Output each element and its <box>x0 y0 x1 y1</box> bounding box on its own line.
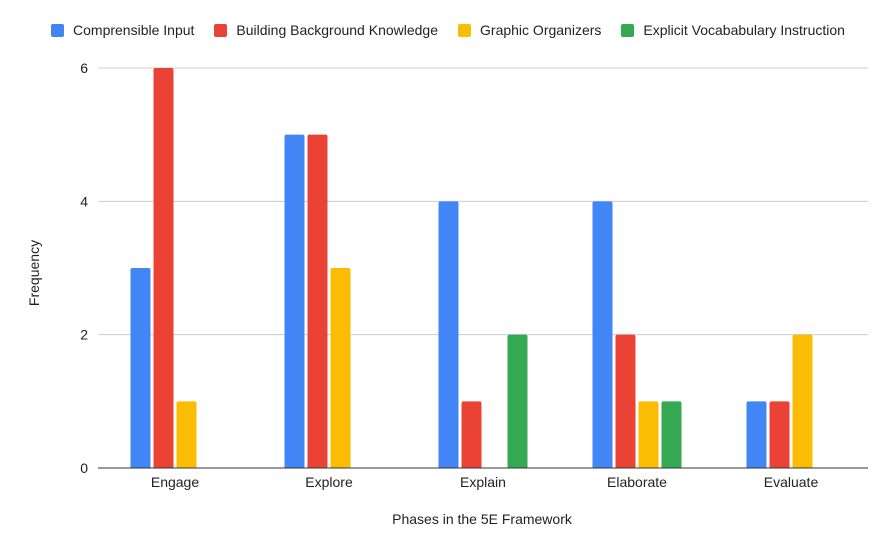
y-tick-label: 6 <box>80 60 88 76</box>
y-tick-label: 4 <box>80 193 88 209</box>
x-tick-label: Engage <box>151 474 199 490</box>
bar <box>330 268 351 468</box>
legend-item: Graphic Organizers <box>458 22 601 38</box>
legend-label: Explicit Vocababulary Instruction <box>643 22 845 38</box>
bar <box>638 401 659 468</box>
bars <box>130 68 813 469</box>
legend-swatch <box>214 23 228 37</box>
bar <box>153 68 174 468</box>
legend-label: Graphic Organizers <box>480 22 602 38</box>
bar <box>438 201 459 469</box>
legend-swatch <box>51 23 65 37</box>
y-tick-label: 0 <box>80 460 88 476</box>
bar <box>746 401 767 468</box>
bar <box>461 401 482 468</box>
legend: Comprensible Input Building Background Kn… <box>0 22 896 38</box>
x-tick-label: Elaborate <box>607 474 667 490</box>
axes: Engage Explore Explain Elaborate Evaluate <box>98 467 868 490</box>
legend-swatch <box>621 23 635 37</box>
legend-item: Comprensible Input <box>51 22 194 38</box>
bar <box>792 334 813 468</box>
legend-swatch <box>458 23 472 37</box>
bar <box>176 401 197 468</box>
legend-item: Explicit Vocababulary Instruction <box>621 22 845 38</box>
legend-item: Building Background Knowledge <box>214 22 438 38</box>
x-tick-label: Evaluate <box>764 474 819 490</box>
bar <box>284 134 305 468</box>
x-tick-label: Explain <box>460 474 506 490</box>
legend-label: Comprensible Input <box>73 22 195 38</box>
bar <box>507 334 528 468</box>
gridlines: 0 2 4 6 <box>80 60 868 476</box>
x-tick-label: Explore <box>305 474 353 490</box>
bar <box>307 134 328 468</box>
y-tick-label: 2 <box>80 327 88 343</box>
bar <box>661 401 682 468</box>
bar <box>592 201 613 469</box>
x-axis-title: Phases in the 5E Framework <box>392 511 573 527</box>
bar <box>130 268 151 468</box>
bar <box>615 334 636 468</box>
legend-label: Building Background Knowledge <box>236 22 439 38</box>
y-axis-title: Frequency <box>26 240 42 306</box>
bar <box>769 401 790 468</box>
